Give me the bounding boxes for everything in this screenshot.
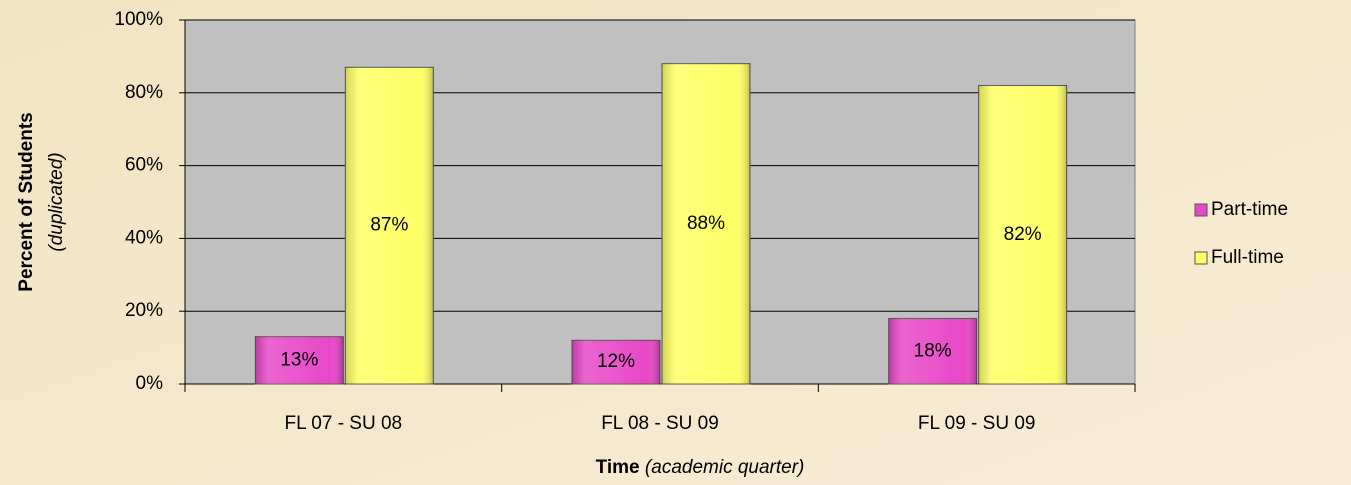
y-axis-note: (duplicated) bbox=[46, 152, 67, 251]
y-tick-label: 0% bbox=[136, 373, 164, 394]
x-tick-label: FL 08 - SU 09 bbox=[601, 413, 719, 434]
y-axis-title: Percent of Students bbox=[16, 112, 37, 291]
bar-shine bbox=[345, 67, 434, 384]
bar-shine bbox=[888, 318, 977, 384]
legend-swatch bbox=[1194, 203, 1208, 217]
y-tick-label: 100% bbox=[114, 9, 163, 30]
x-axis-title: Time (academic quarter) bbox=[596, 457, 805, 478]
y-tick-label: 60% bbox=[125, 155, 163, 176]
y-tick-label: 40% bbox=[125, 227, 163, 248]
x-tick-label: FL 07 - SU 08 bbox=[285, 413, 403, 434]
data-label: 12% bbox=[597, 351, 635, 372]
data-label: 13% bbox=[280, 349, 318, 370]
legend-label: Full-time bbox=[1211, 247, 1284, 268]
x-axis-note: (academic quarter) bbox=[645, 457, 804, 478]
bar-shine bbox=[662, 63, 750, 385]
data-label: 82% bbox=[1004, 224, 1042, 245]
x-tick-label: FL 09 - SU 09 bbox=[918, 413, 1036, 434]
y-tick-label: 20% bbox=[125, 300, 163, 321]
x-axis-title-text: Time bbox=[596, 457, 640, 478]
bar-shine bbox=[255, 336, 344, 384]
legend-label: Part-time bbox=[1211, 199, 1288, 220]
data-label: 18% bbox=[914, 340, 952, 361]
legend-swatch bbox=[1194, 251, 1208, 265]
bar-shine bbox=[572, 340, 660, 384]
y-tick-label: 80% bbox=[125, 82, 163, 103]
data-label: 87% bbox=[370, 215, 408, 236]
data-label: 88% bbox=[687, 213, 725, 234]
bar-shine bbox=[978, 85, 1067, 385]
